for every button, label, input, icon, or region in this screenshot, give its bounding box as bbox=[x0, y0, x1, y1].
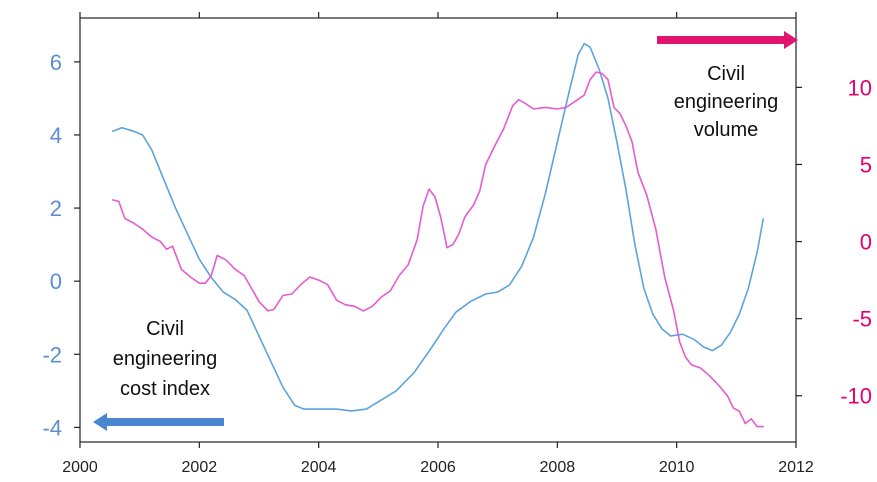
left-y-tick-label: 2 bbox=[50, 196, 62, 221]
x-tick-label: 2000 bbox=[62, 459, 98, 476]
volume-arrow-shaft bbox=[657, 36, 785, 44]
x-tick-label: 2006 bbox=[420, 459, 456, 476]
cost-index-label-line: Civil bbox=[146, 318, 184, 340]
right-y-tick-label: 5 bbox=[860, 152, 872, 177]
left-y-tick-label: 6 bbox=[50, 50, 62, 75]
right-y-tick-label: 10 bbox=[848, 75, 872, 100]
right-y-tick-label: -10 bbox=[840, 384, 872, 409]
left-y-tick-label: 0 bbox=[50, 269, 62, 294]
cost-index-label-line: cost index bbox=[120, 378, 210, 400]
volume-series-line bbox=[112, 71, 764, 428]
volume-label-line: Civil bbox=[707, 63, 745, 85]
cost-index-arrow-shaft bbox=[106, 418, 224, 426]
right-y-tick-label: -5 bbox=[852, 307, 872, 332]
plot-frame: 2000 2002 2004 2006 2008 2010 2012 -4 -2 0 2 4 6 -10 -… bbox=[42, 12, 872, 476]
cost-index-label-line: engineering bbox=[113, 348, 218, 370]
right-y-tick-label: 0 bbox=[860, 230, 872, 255]
left-y-tick-label: 4 bbox=[50, 123, 62, 148]
left-y-tick-label: -4 bbox=[42, 415, 62, 440]
x-tick-label: 2012 bbox=[778, 459, 814, 476]
x-tick-label: 2004 bbox=[301, 459, 337, 476]
volume-arrow bbox=[657, 31, 798, 49]
volume-label-line: engineering bbox=[674, 91, 779, 113]
left-y-tick-label: -2 bbox=[42, 342, 62, 367]
cost-index-arrow-head bbox=[93, 413, 107, 431]
volume-label-line: volume bbox=[694, 119, 758, 141]
x-tick-label: 2002 bbox=[182, 459, 218, 476]
series-layer bbox=[112, 42, 764, 428]
cost-index-arrow bbox=[93, 413, 224, 431]
x-tick-label: 2010 bbox=[659, 459, 695, 476]
volume-arrow-head bbox=[784, 31, 798, 49]
x-tick-label: 2008 bbox=[540, 459, 576, 476]
cost-series-line bbox=[112, 42, 764, 412]
annotation-layer: Civil engineering cost index Civil engineeri… bbox=[93, 31, 798, 431]
